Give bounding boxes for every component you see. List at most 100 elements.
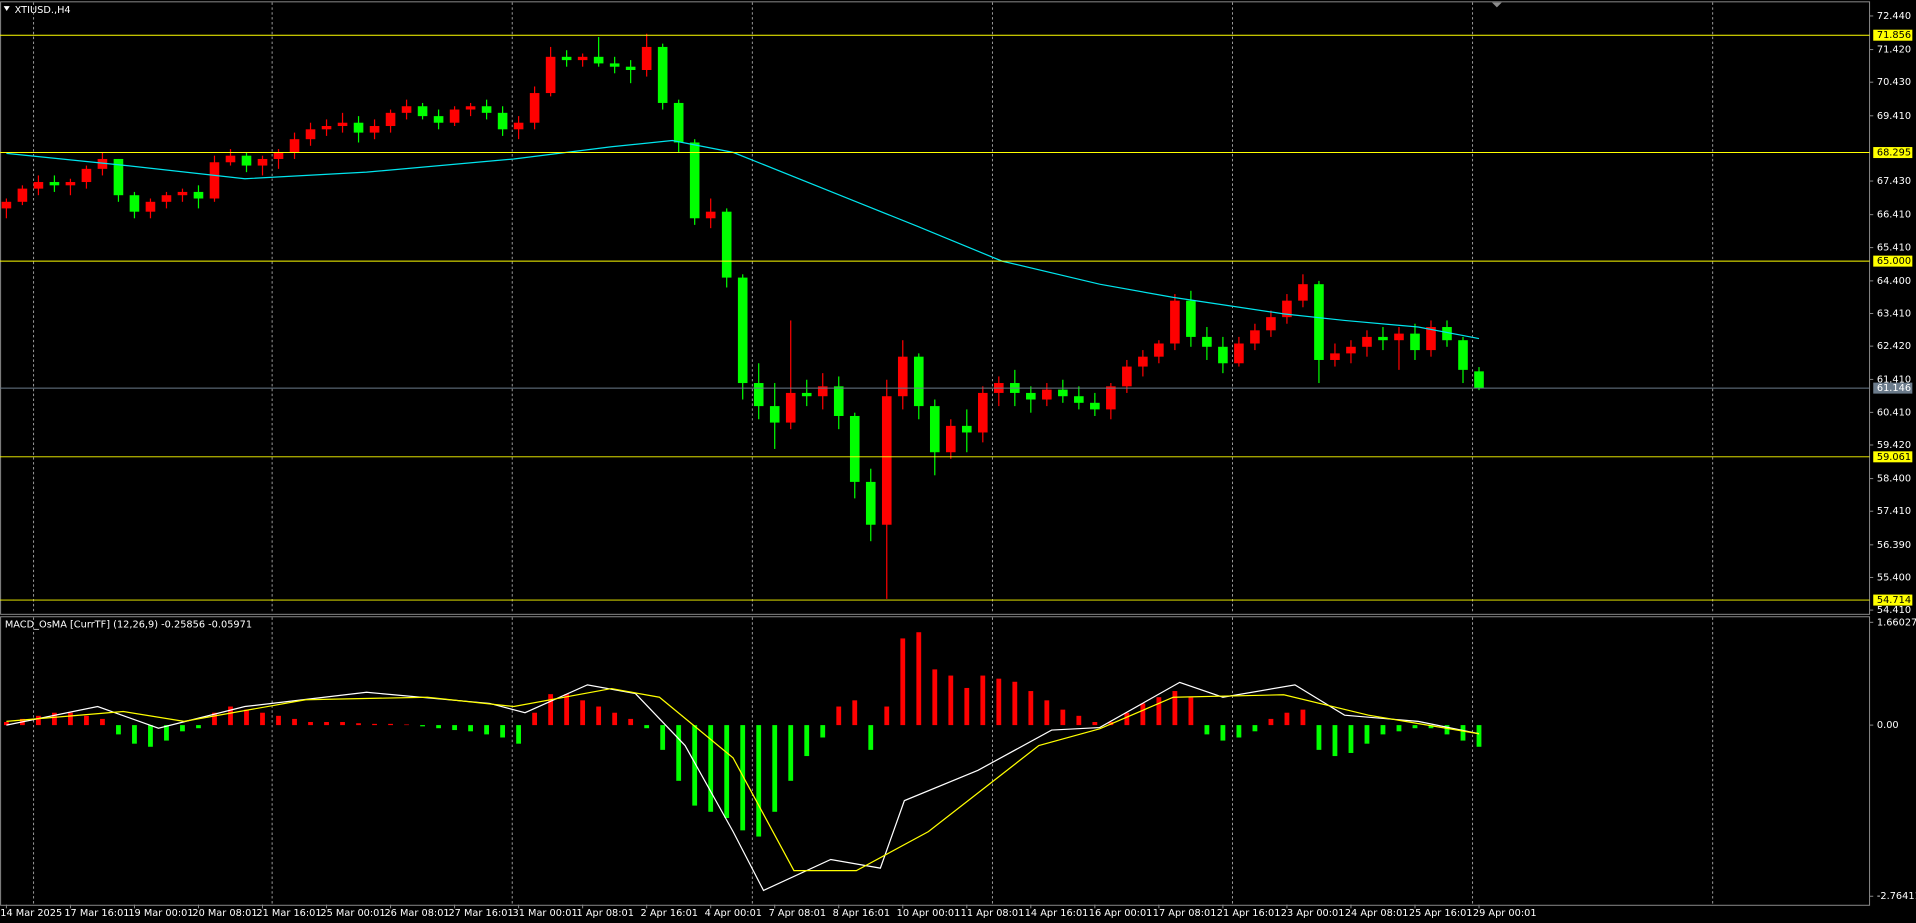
- x-tick-label: 26 Mar 08:01: [384, 908, 449, 919]
- histogram-bar: [1092, 722, 1098, 726]
- candle-body: [1218, 346, 1228, 364]
- y-tick-label: 54.410: [1877, 605, 1911, 616]
- candle-body: [721, 211, 732, 278]
- candle-body: [1170, 300, 1180, 344]
- x-tick-label: 19 Mar 00:01: [128, 908, 193, 919]
- candle-body: [1474, 371, 1484, 389]
- candle-body: [1378, 336, 1388, 341]
- candle-body: [241, 155, 252, 166]
- x-tick-label: 7 Apr 08:01: [769, 908, 826, 919]
- candle-body: [209, 162, 220, 199]
- histogram-bar: [996, 678, 1002, 726]
- histogram-bar: [1012, 681, 1018, 726]
- histogram-bar: [292, 718, 297, 726]
- candle-body: [1202, 336, 1212, 347]
- candle-body: [1282, 300, 1292, 318]
- candle-body: [161, 195, 172, 202]
- histogram-bar: [212, 712, 217, 726]
- histogram-bar: [68, 712, 73, 726]
- candle-body: [1234, 343, 1244, 364]
- histogram-bar: [964, 687, 970, 726]
- histogram-bar: [772, 725, 778, 812]
- candle-body: [753, 383, 764, 407]
- candle-body: [1298, 284, 1308, 301]
- candle-body: [1074, 396, 1084, 403]
- histogram-bar: [132, 725, 137, 744]
- histogram-bar: [1284, 712, 1290, 726]
- y-tick-label: 58.400: [1877, 474, 1911, 485]
- histogram-bar: [36, 715, 41, 726]
- candle-body: [193, 191, 204, 199]
- histogram-bar: [724, 725, 730, 818]
- histogram-bar: [1188, 697, 1194, 726]
- candle-body: [513, 122, 524, 130]
- candle-body: [689, 142, 700, 219]
- y-tick-label: 59.420: [1877, 440, 1911, 451]
- y-tick-label: 66.410: [1877, 210, 1911, 221]
- level-label: 65.000: [1877, 256, 1911, 267]
- level-label: 54.714: [1877, 595, 1911, 606]
- histogram-bar: [660, 725, 666, 750]
- histogram-bar: [1380, 725, 1386, 735]
- histogram-bar: [692, 725, 698, 806]
- y-tick-label: 62.420: [1877, 341, 1911, 352]
- histogram-bar: [852, 700, 858, 726]
- histogram-bar: [804, 725, 810, 757]
- candle-body: [1186, 300, 1196, 337]
- moving-average: [6, 139, 1480, 340]
- candle-body: [561, 56, 572, 61]
- histogram-bar: [1220, 725, 1226, 741]
- candle-body: [593, 56, 604, 64]
- candle-body: [929, 406, 940, 453]
- x-tick-label: 1 Apr 08:01: [577, 908, 634, 919]
- candle-body: [1266, 317, 1276, 331]
- histogram-bar: [228, 706, 233, 726]
- x-tick-label: 8 Apr 16:01: [833, 908, 890, 919]
- candle-body: [609, 63, 620, 67]
- candle-body: [433, 116, 444, 123]
- candle-body: [865, 481, 876, 525]
- candle-body: [1058, 389, 1068, 397]
- candle-body: [417, 106, 428, 117]
- y-tick-label: 55.400: [1877, 572, 1911, 583]
- candle-body: [641, 46, 652, 70]
- y-tick-label: 63.410: [1877, 309, 1911, 320]
- histogram-bar: [452, 725, 457, 731]
- x-tick-label: 21 Mar 16:01: [256, 908, 321, 919]
- candle-body: [785, 392, 796, 423]
- candle-body: [1122, 366, 1132, 387]
- histogram-bar: [324, 722, 329, 726]
- candle-body: [129, 195, 140, 212]
- histogram-bar: [1300, 709, 1306, 726]
- price-label: 61.146: [1877, 383, 1911, 394]
- candle-body: [497, 112, 508, 130]
- histogram-bar: [1156, 697, 1162, 726]
- histogram-bar: [900, 638, 906, 726]
- histogram-bar: [580, 700, 586, 726]
- candle-body: [881, 396, 892, 525]
- histogram-bar: [1460, 725, 1466, 741]
- histogram-bar: [420, 725, 425, 727]
- candle-body: [481, 106, 492, 113]
- histogram-bar: [1268, 718, 1274, 726]
- candle-body: [897, 356, 908, 397]
- y-tick-label: 56.390: [1877, 540, 1911, 551]
- level-label: 68.295: [1877, 148, 1911, 159]
- histogram-bar: [1476, 725, 1482, 747]
- y-tick-label: 71.420: [1877, 45, 1911, 56]
- x-tick-label: 11 Apr 08:01: [961, 908, 1025, 919]
- histogram-bar: [948, 675, 954, 726]
- y-tick-label: 72.440: [1877, 11, 1911, 22]
- x-tick-label: 20 Mar 08:01: [192, 908, 257, 919]
- level-label-box: [1873, 147, 1913, 159]
- indicator-line: [6, 687, 1480, 872]
- histogram-bar: [468, 725, 473, 732]
- candle-body: [289, 139, 300, 153]
- candle-body: [369, 126, 380, 133]
- histogram-bar: [356, 723, 361, 726]
- candle-body: [737, 277, 748, 384]
- candle-body: [817, 386, 828, 397]
- histogram-bar: [1252, 725, 1258, 732]
- candle-body: [353, 122, 364, 133]
- x-tick-label: 10 Apr 00:01: [897, 908, 961, 919]
